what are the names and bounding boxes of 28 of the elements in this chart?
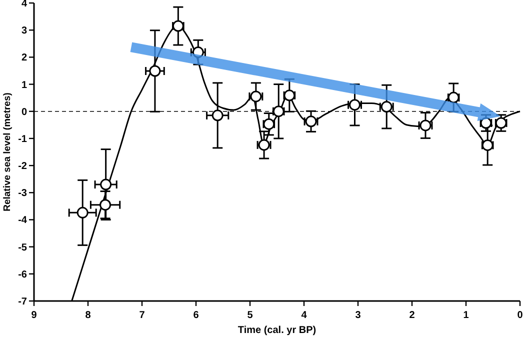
x-tick-label: 4 [301, 310, 308, 321]
y-tick-label: 0 [21, 106, 28, 118]
x-axis-title: Time (cal. yr BP) [238, 325, 316, 336]
x-tick-label: 2 [409, 310, 416, 321]
x-tick-label: 8 [85, 310, 92, 321]
x-tick-label: 0 [517, 310, 524, 321]
y-tick-label: 2 [21, 52, 28, 64]
y-tick-label: -5 [18, 242, 28, 254]
point [76, 206, 88, 218]
y-tick-label: -4 [18, 215, 28, 226]
point [212, 110, 224, 122]
x-tick-label: 7 [139, 310, 146, 321]
y-tick-label: -1 [18, 134, 28, 145]
y-tick-label: -2 [18, 161, 28, 172]
point [149, 65, 161, 77]
x-tick-label: 9 [31, 310, 38, 321]
y-tick-label: 3 [21, 26, 28, 37]
y-tick-label: -6 [18, 269, 28, 280]
y-axis-title: Relative sea level (metres) [2, 92, 13, 212]
y-tick-label: 1 [21, 80, 28, 91]
x-tick-label: 5 [247, 310, 254, 321]
x-tick-label: 3 [355, 310, 362, 321]
x-tick-label: 1 [463, 310, 470, 321]
x-tick-label: 6 [193, 310, 200, 321]
point [100, 199, 112, 211]
y-tick-label: -3 [18, 188, 28, 200]
y-tick-label: -7 [18, 296, 28, 308]
point [100, 178, 112, 190]
